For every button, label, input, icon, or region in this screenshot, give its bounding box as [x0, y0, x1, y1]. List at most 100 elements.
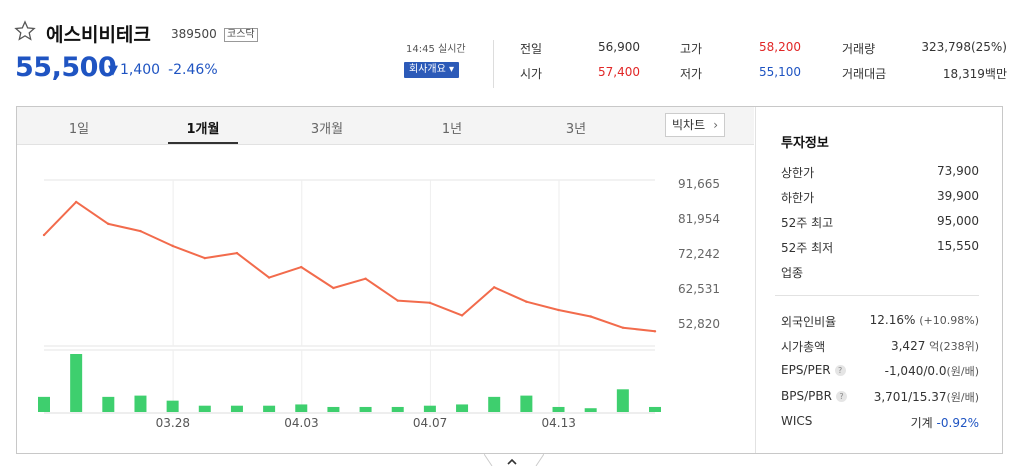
price-point — [300, 265, 303, 269]
bps-pbr-text: BPS/PBR — [781, 389, 832, 403]
volume-bar — [584, 408, 597, 412]
big-chart-button[interactable]: 빅차트 › — [665, 113, 725, 137]
volume-bar — [359, 406, 372, 412]
period-tabs — [17, 107, 754, 145]
bps-pbr-label: BPS/PBR? — [781, 389, 847, 403]
price-point — [74, 200, 78, 204]
big-chart-label: 빅차트 — [672, 118, 706, 132]
high-label: 고가 — [680, 42, 703, 56]
volume-bar — [488, 396, 501, 412]
price-point — [653, 330, 657, 333]
week52-high-value: 95,000 — [937, 214, 979, 228]
price-point — [332, 286, 335, 290]
price-point — [171, 244, 174, 248]
price-point — [396, 299, 399, 302]
wics-sector: 기계 — [910, 416, 933, 430]
eps-per-unit: (원/배) — [946, 365, 979, 378]
market-cap-label: 시가총액 — [781, 340, 826, 354]
upper-limit-label: 상한가 — [781, 166, 815, 180]
y-tick-label: 62,531 — [678, 282, 720, 296]
company-overview-button[interactable]: 회사개요 ▾ — [404, 62, 459, 78]
price-point — [460, 314, 464, 317]
price-point — [235, 251, 239, 255]
bps-pbr-value: 3,701/15.37(원/배) — [874, 389, 979, 405]
y-tick-label: 52,820 — [678, 317, 720, 331]
market-cap-value: 3,427 억(238위) — [891, 338, 979, 354]
change-pct: -2.46% — [168, 62, 218, 78]
current-price: 55,500 — [15, 52, 117, 83]
volume-bar — [327, 406, 340, 412]
x-tick-label: 04.13 — [541, 416, 576, 430]
collapse-chevron-icon[interactable] — [484, 454, 544, 466]
y-tick-label: 72,242 — [678, 247, 720, 261]
amount-label: 거래대금 — [842, 67, 887, 81]
lower-limit-value: 39,900 — [937, 189, 979, 203]
tab-1year[interactable]: 1년 — [441, 122, 463, 137]
volume-bar — [295, 404, 308, 412]
volume-bar — [263, 405, 276, 412]
price-point — [493, 286, 496, 289]
y-tick-label: 81,954 — [678, 212, 720, 226]
foreign-ratio-change: (+10.98%) — [919, 314, 979, 327]
bps-pbr: 3,701/15.37 — [873, 390, 947, 404]
volume-value: 323,798(25%) — [921, 40, 1007, 54]
price-point — [107, 222, 110, 226]
price-point — [621, 326, 625, 329]
price-point — [267, 276, 271, 279]
prev-close-value: 56,900 — [598, 40, 640, 54]
invest-info-title: 투자정보 — [781, 136, 829, 151]
x-tick-label: 04.03 — [284, 416, 319, 430]
favorite-star-icon[interactable] — [14, 20, 36, 42]
help-icon[interactable]: ? — [835, 391, 847, 402]
price-point — [364, 277, 367, 280]
divider — [775, 295, 979, 296]
tab-3years[interactable]: 3년 — [565, 122, 587, 137]
divider — [493, 40, 494, 88]
open-value: 57,400 — [598, 65, 640, 79]
volume-label: 거래량 — [842, 42, 876, 56]
down-triangle-icon: ▼ — [108, 63, 118, 78]
volume-bar — [70, 354, 83, 412]
volume-bar — [230, 405, 243, 412]
price-chart[interactable] — [17, 145, 677, 415]
wics-change: -0.92% — [936, 416, 979, 430]
foreign-ratio: 12.16% — [869, 313, 916, 327]
price-change: ▼ 1,400 -2.46% — [108, 62, 218, 78]
week52-high-label: 52주 최고 — [781, 216, 834, 230]
week52-low-value: 15,550 — [937, 239, 979, 253]
chevron-right-icon: › — [713, 118, 718, 132]
stock-code: 389500 — [171, 27, 217, 41]
high-value: 58,200 — [759, 40, 801, 54]
price-point — [139, 229, 142, 233]
eps-per-label: EPS/PER? — [781, 363, 846, 377]
tab-3months[interactable]: 3개월 — [310, 122, 344, 137]
eps-per: -1,040/0.0 — [884, 364, 947, 378]
open-label: 시가 — [520, 67, 543, 81]
prev-close-label: 전일 — [520, 42, 543, 56]
eps-per-text: EPS/PER — [781, 363, 831, 377]
price-point — [42, 233, 46, 237]
market-badge: 코스닥 — [224, 28, 258, 42]
price-point — [525, 300, 528, 303]
volume-bar — [166, 400, 179, 412]
help-icon[interactable]: ? — [834, 365, 846, 376]
market-cap: 3,427 — [890, 339, 926, 353]
volume-bar — [649, 406, 661, 412]
tab-1day[interactable]: 1일 — [68, 122, 90, 137]
wics-value[interactable]: 기계 -0.92% — [911, 414, 979, 431]
tab-1month[interactable]: 1개월 — [186, 122, 220, 137]
low-label: 저가 — [680, 67, 703, 81]
amount-value: 18,319백만 — [942, 67, 1007, 81]
price-point — [428, 301, 432, 305]
volume-bar — [198, 405, 211, 412]
industry-label: 업종 — [781, 266, 804, 280]
realtime-timestamp: 14:45 실시간 — [406, 44, 466, 55]
volume-bar — [102, 396, 115, 412]
active-tab-indicator — [168, 142, 238, 144]
price-point — [589, 315, 592, 318]
volume-bar — [552, 406, 565, 412]
volume-bar — [134, 395, 147, 412]
stock-name[interactable]: 에스비비테크 — [46, 24, 151, 46]
foreign-ratio-label: 외국인비율 — [781, 315, 837, 329]
eps-per-value: -1,040/0.0(원/배) — [885, 363, 979, 379]
